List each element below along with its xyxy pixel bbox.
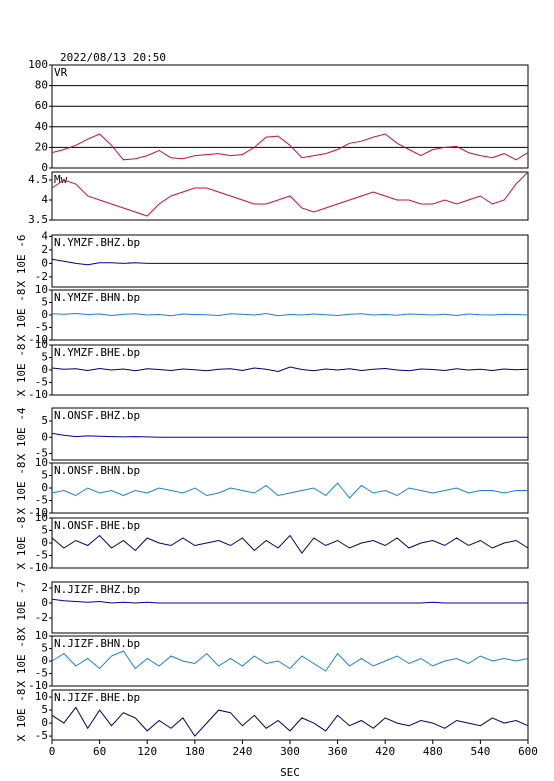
panel-title: N.ONSF.BHN.bp <box>54 464 140 477</box>
trace-line <box>51 133 529 161</box>
y-tick-label: -5 <box>35 376 48 389</box>
y-tick-label: -10 <box>28 388 48 401</box>
y-axis-label: X 10E -8 <box>15 689 28 742</box>
y-tick-label: 10 <box>35 283 48 296</box>
panel-title: VR <box>54 66 68 79</box>
x-axis-label: SEC <box>280 766 300 779</box>
panel-frame <box>51 64 529 169</box>
trace-line <box>51 432 528 438</box>
panel-title: N.YMZF.BHZ.bp <box>54 236 140 249</box>
y-tick-label: 5 <box>41 351 48 364</box>
x-tick-label: 0 <box>49 745 56 758</box>
y-tick-label: 4 <box>41 229 48 242</box>
y-tick-label: 0 <box>41 308 48 321</box>
panel-frame <box>51 171 529 221</box>
y-tick-label: 10 <box>35 629 48 642</box>
panel-title: Mw <box>54 173 68 186</box>
y-tick-label: 0 <box>41 430 48 443</box>
y-tick-label: -5 <box>35 667 48 680</box>
y-tick-label: 0 <box>41 256 48 269</box>
y-tick-label: -5 <box>35 321 48 334</box>
panel-frame <box>51 234 529 288</box>
y-tick-label: -10 <box>28 333 48 346</box>
x-tick-label: 480 <box>423 745 443 758</box>
x-tick-label: 600 <box>518 745 538 758</box>
x-tick-label: 360 <box>328 745 348 758</box>
y-axis-label: X 10E -7 <box>15 581 28 634</box>
y-tick-label: -5 <box>35 494 48 507</box>
x-tick-label: 540 <box>470 745 490 758</box>
panel-title: N.JIZF.BHZ.bp <box>54 583 140 596</box>
y-tick-label: 5 <box>41 414 48 427</box>
y-tick-label: 10 <box>35 511 48 524</box>
y-tick-label: 2 <box>41 581 48 594</box>
y-tick-label: -10 <box>28 679 48 692</box>
y-tick-label: 0 <box>41 481 48 494</box>
panel-title: N.YMZF.BHN.bp <box>54 291 140 304</box>
y-axis-label: X 10E -8 <box>15 635 28 688</box>
y-tick-label: 4.5 <box>28 173 48 186</box>
panel-title: N.JIZF.BHE.bp <box>54 691 140 704</box>
y-tick-label: -2 <box>35 270 48 283</box>
y-tick-label: 20 <box>35 140 48 153</box>
trace-line <box>51 366 529 373</box>
y-tick-label: 5 <box>41 469 48 482</box>
x-tick-label: 240 <box>232 745 252 758</box>
y-tick-label: 5 <box>41 642 48 655</box>
y-tick-label: -10 <box>28 506 48 519</box>
y-tick-label: -2 <box>35 611 48 624</box>
y-tick-label: 10 <box>35 690 48 703</box>
x-tick-label: 300 <box>280 745 300 758</box>
panel-title: N.ONSF.BHZ.bp <box>54 409 140 422</box>
y-axis-label: X 10E -8 <box>15 344 28 397</box>
trace-line <box>51 171 529 217</box>
trace-line <box>51 650 529 672</box>
x-tick-label: 120 <box>137 745 157 758</box>
x-tick-label: 60 <box>93 745 106 758</box>
y-tick-label: -5 <box>35 729 48 742</box>
panel-frame <box>51 407 529 461</box>
timestamp: 2022/08/13 20:50 <box>60 51 166 64</box>
y-axis-label: X 10E -8 <box>15 517 28 570</box>
y-tick-label: 0 <box>41 536 48 549</box>
y-axis-label: X 10E -8 <box>15 289 28 342</box>
y-tick-label: 0 <box>41 654 48 667</box>
y-tick-label: 100 <box>28 58 48 71</box>
y-tick-label: 0 <box>41 716 48 729</box>
y-tick-label: -10 <box>28 561 48 574</box>
y-tick-label: 80 <box>35 79 48 92</box>
panel-title: N.ONSF.BHE.bp <box>54 519 140 532</box>
y-tick-label: -5 <box>35 549 48 562</box>
trace-line <box>51 534 529 554</box>
trace-line <box>51 258 528 266</box>
x-tick-label: 180 <box>185 745 205 758</box>
trace-line <box>51 482 528 499</box>
trace-line <box>51 312 529 317</box>
y-tick-label: 5 <box>41 296 48 309</box>
y-tick-label: 3.5 <box>28 213 48 226</box>
y-tick-label: -5 <box>35 447 48 460</box>
y-axis-label: X 10E -8 <box>15 462 28 515</box>
trace-line <box>51 706 529 737</box>
panel-title: N.JIZF.BHN.bp <box>54 637 140 650</box>
y-tick-label: 4 <box>41 193 48 206</box>
y-axis-label: X 10E -4 <box>15 407 28 460</box>
y-tick-label: 0 <box>41 161 48 174</box>
y-tick-label: 40 <box>35 120 48 133</box>
y-tick-label: 0 <box>41 363 48 376</box>
trace-line <box>51 598 528 604</box>
y-tick-label: 10 <box>35 338 48 351</box>
panel-frame <box>51 581 529 634</box>
y-tick-label: 2 <box>41 243 48 256</box>
y-tick-label: 5 <box>41 524 48 537</box>
y-axis-label: X 10E -6 <box>15 235 28 288</box>
x-tick-label: 420 <box>375 745 395 758</box>
y-tick-label: 60 <box>35 99 48 112</box>
y-tick-label: 10 <box>35 456 48 469</box>
y-tick-label: 0 <box>41 596 48 609</box>
panel-title: N.YMZF.BHE.bp <box>54 346 140 359</box>
y-tick-label: 5 <box>41 703 48 716</box>
